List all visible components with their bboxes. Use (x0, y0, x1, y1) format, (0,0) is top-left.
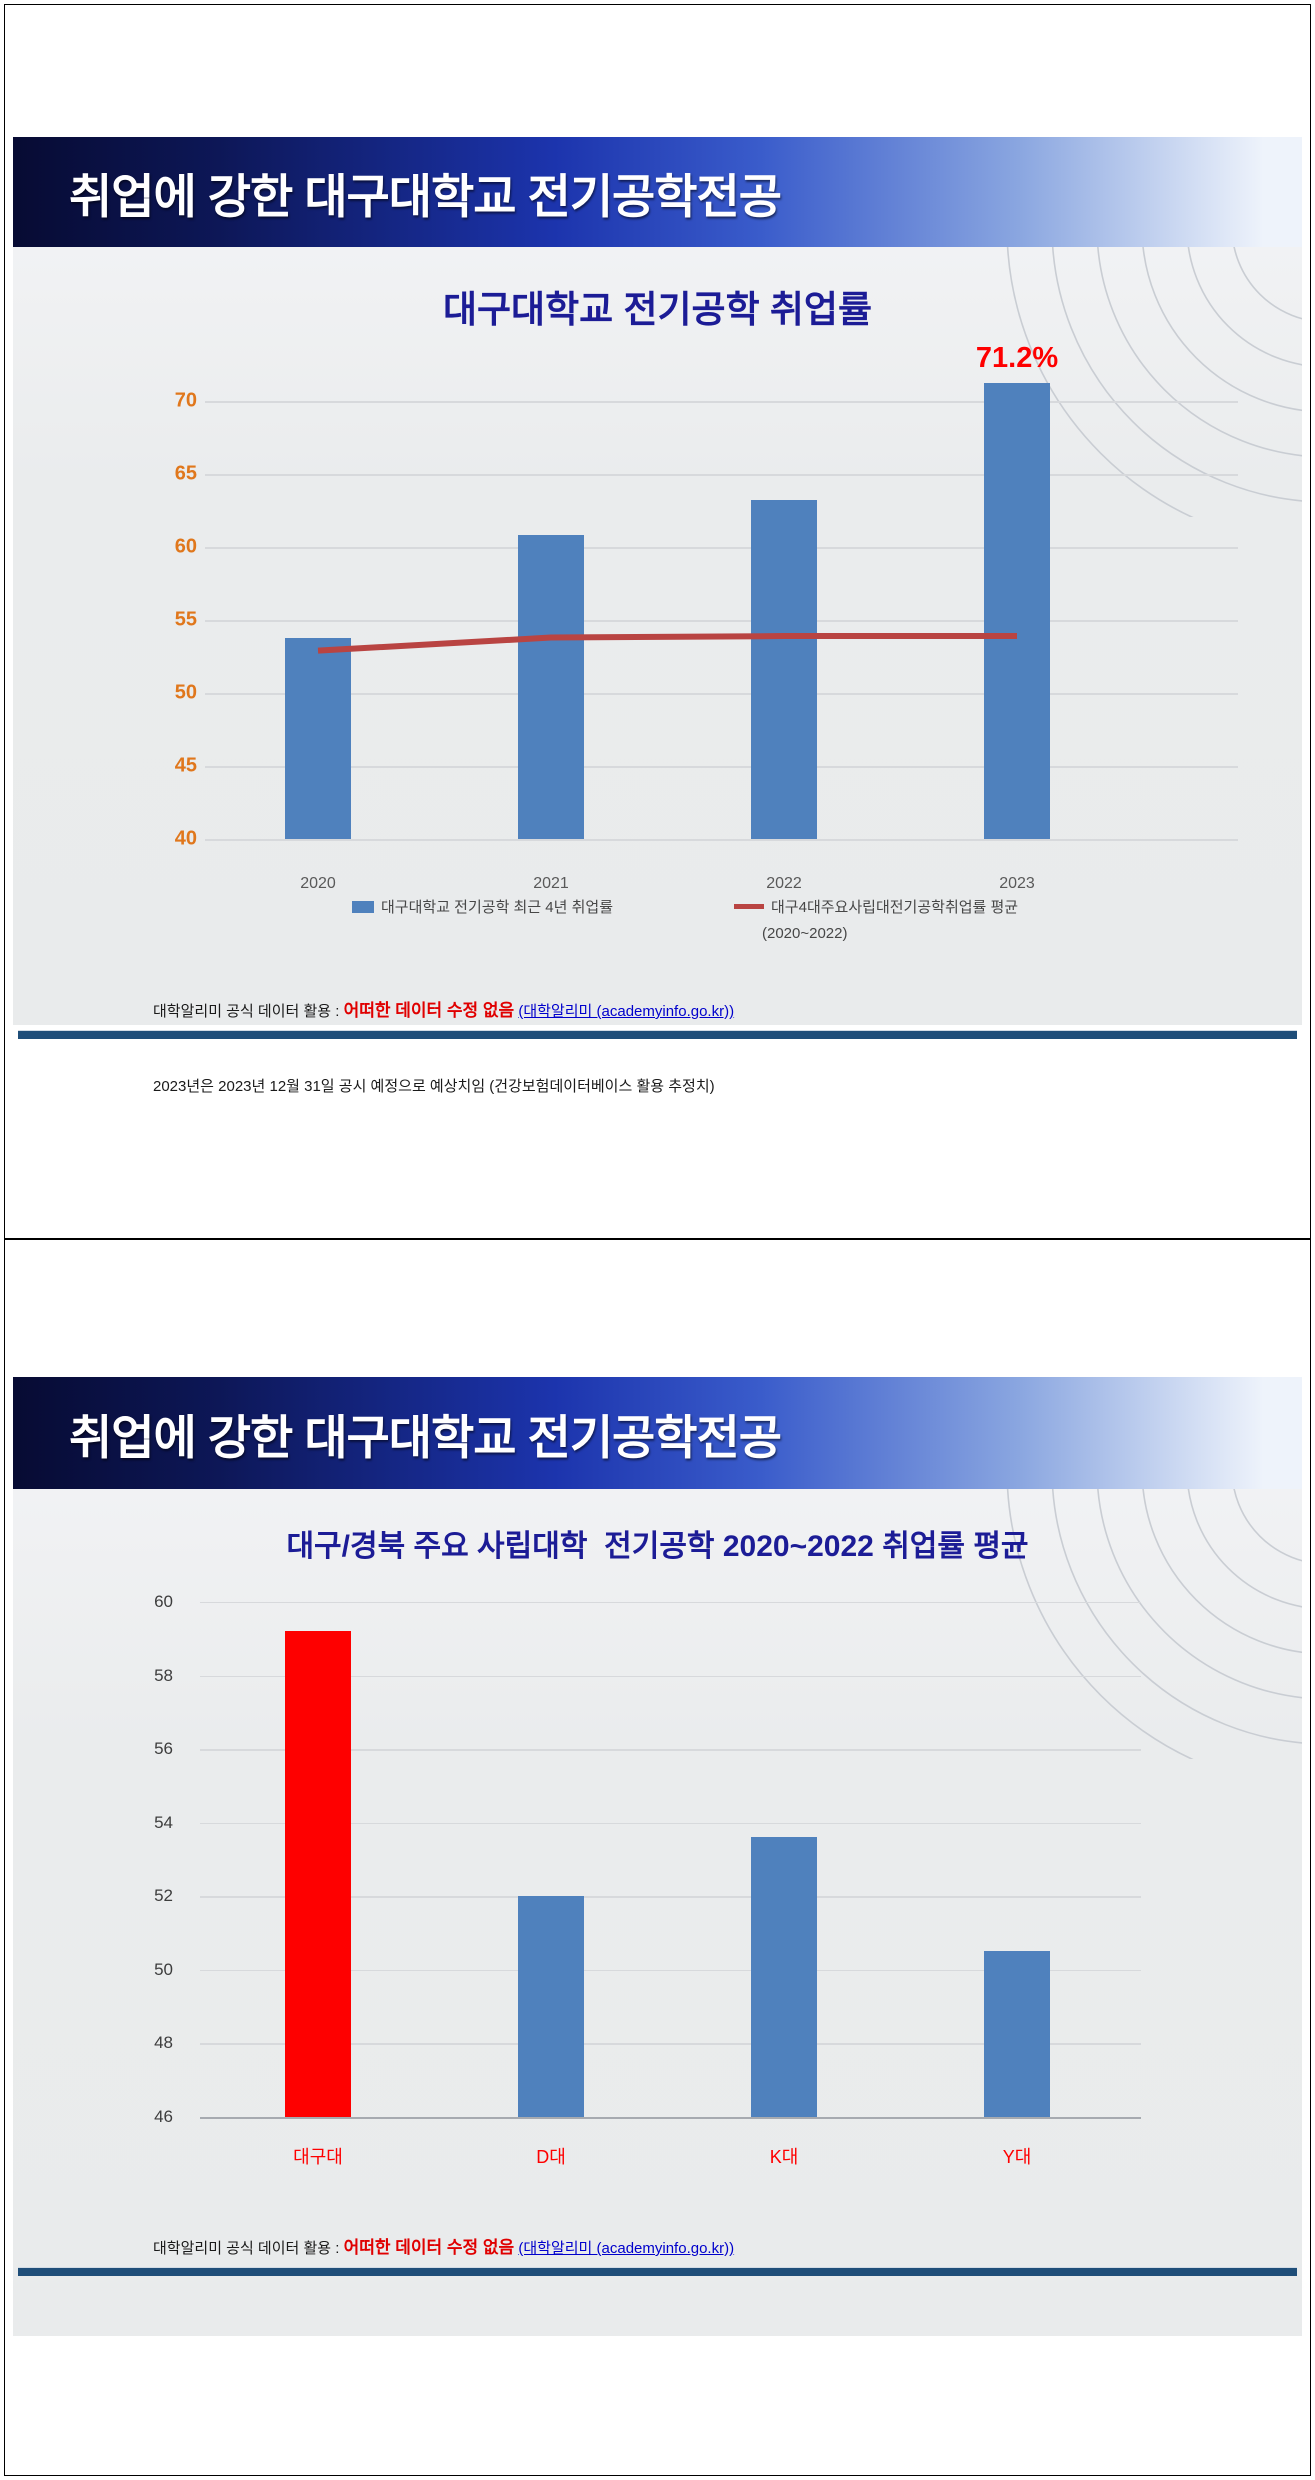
slide-1: 취업에 강한 대구대학교 전기공학전공 대구대학교 전기공학 취업률 40 45 5… (5, 5, 1310, 1240)
slide-1-title-banner: 취업에 강한 대구대학교 전기공학전공 (13, 137, 1302, 247)
slide-2-title: 취업에 강한 대구대학교 전기공학전공 (69, 1410, 782, 1464)
footnote-line-2: 2023년은 2023년 12월 31일 공시 예정으로 예상치임 (건강보험데… (153, 1078, 715, 1095)
line-series-swatch-icon (734, 904, 764, 909)
legend-bar-series: 대구대학교 전기공학 최근 4년 취업률 (352, 896, 613, 917)
academyinfo-link[interactable]: (대학알리미 (academyinfo.go.kr)) (518, 2240, 735, 2257)
legend-line-series-note: (2020~2022) (762, 925, 848, 942)
footnote-prefix: 대학알리미 공식 데이터 활용 : (153, 2240, 344, 2257)
footnote-highlight: 어떠한 데이터 수정 없음 (343, 2238, 515, 2257)
bar-series-swatch-icon (352, 900, 374, 913)
slide-1-divider-bar (18, 1030, 1297, 1039)
slide-1-footnote: 대학알리미 공식 데이터 활용 : 어떠한 데이터 수정 없음 (대학알리미 (… (153, 948, 734, 1149)
slide-1-body (13, 247, 1302, 1025)
footnote-prefix: 대학알리미 공식 데이터 활용 : (153, 1003, 344, 1020)
chart-1-title: 대구대학교 전기공학 취업률 (442, 289, 873, 330)
academyinfo-link[interactable]: (대학알리미 (academyinfo.go.kr)) (518, 1003, 735, 1020)
two-slide-page-grid: 취업에 강한 대구대학교 전기공학전공 대구대학교 전기공학 취업률 40 45 5… (4, 4, 1311, 2476)
legend-line-series: 대구4대주요사립대전기공학취업률 평균 (734, 896, 1018, 917)
legend-line-series-label: 대구4대주요사립대전기공학취업률 평균 (771, 899, 1019, 916)
legend-bar-series-label: 대구대학교 전기공학 최근 4년 취업률 (381, 899, 614, 916)
slide-1-title: 취업에 강한 대구대학교 전기공학전공 (69, 169, 782, 223)
slide-2-body (13, 1489, 1302, 2336)
slide-2-title-banner: 취업에 강한 대구대학교 전기공학전공 (13, 1377, 1302, 1489)
slide-2-footnote: 대학알리미 공식 데이터 활용 : 어떠한 데이터 수정 없음 (대학알리미 (… (153, 2185, 734, 2311)
footnote-highlight: 어떠한 데이터 수정 없음 (343, 1001, 515, 1020)
footnote-line-1: 대학알리미 공식 데이터 활용 : 어떠한 데이터 수정 없음 (대학알리미 (… (153, 998, 734, 1024)
chart-2-title: 대구/경북 주요 사립대학 전기공학 2020~2022 취업률 평균 (286, 1530, 1029, 1563)
footnote-line-1: 대학알리미 공식 데이터 활용 : 어떠한 데이터 수정 없음 (대학알리미 (… (153, 2235, 734, 2261)
slide-2-divider-bar (18, 2267, 1297, 2276)
slide-2: 취업에 강한 대구대학교 전기공학전공 대구/경북 주요 사립대학 전기공학 2… (5, 1240, 1310, 2473)
